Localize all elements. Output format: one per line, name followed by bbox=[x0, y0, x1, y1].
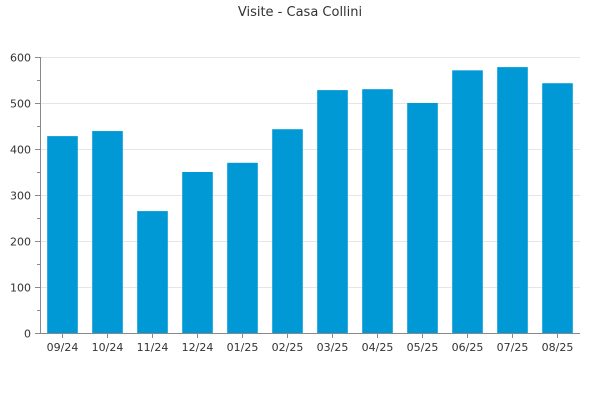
x-tick-label: 06/25 bbox=[452, 341, 484, 354]
y-tick-label: 100 bbox=[10, 282, 31, 295]
y-tick-label: 200 bbox=[10, 236, 31, 249]
x-tick-label: 03/25 bbox=[317, 341, 349, 354]
bars bbox=[47, 67, 573, 334]
y-tick-label: 0 bbox=[24, 328, 31, 341]
y-tick-label: 300 bbox=[10, 190, 31, 203]
bar-09-24[interactable] bbox=[47, 136, 78, 333]
bar-08-25[interactable] bbox=[542, 83, 573, 333]
x-tick-label: 11/24 bbox=[137, 341, 169, 354]
x-tick-label: 08/25 bbox=[542, 341, 574, 354]
bar-10-24[interactable] bbox=[92, 131, 123, 333]
x-tick-label: 01/25 bbox=[227, 341, 259, 354]
x-tick-label: 07/25 bbox=[497, 341, 529, 354]
bar-01-25[interactable] bbox=[227, 162, 258, 333]
bar-12-24[interactable] bbox=[182, 172, 213, 333]
y-axis-ticks: 0 100 200 300 400 500 600 bbox=[10, 52, 40, 341]
x-tick-label: 10/24 bbox=[92, 341, 124, 354]
x-tick-label: 02/25 bbox=[272, 341, 304, 354]
chart-title: Visite - Casa Collini bbox=[238, 5, 362, 20]
x-tick-label: 09/24 bbox=[47, 341, 79, 354]
x-tick-label: 12/24 bbox=[182, 341, 214, 354]
gridlines bbox=[40, 57, 580, 288]
y-tick-label: 600 bbox=[10, 52, 31, 65]
axes bbox=[40, 57, 580, 334]
y-tick-label: 500 bbox=[10, 98, 31, 111]
bar-11-24[interactable] bbox=[137, 211, 168, 333]
x-tick-label: 05/25 bbox=[407, 341, 439, 354]
x-tick-label: 04/25 bbox=[362, 341, 394, 354]
bar-03-25[interactable] bbox=[317, 90, 348, 334]
bar-04-25[interactable] bbox=[362, 89, 393, 333]
y-tick-label: 400 bbox=[10, 144, 31, 157]
x-axis-ticks: 09/24 10/24 11/24 12/24 01/25 02/25 03/25 04/25… bbox=[47, 333, 574, 354]
bar-05-25[interactable] bbox=[407, 103, 438, 333]
bar-07-25[interactable] bbox=[497, 67, 528, 334]
bar-02-25[interactable] bbox=[272, 129, 303, 333]
bar-06-25[interactable] bbox=[452, 70, 483, 333]
